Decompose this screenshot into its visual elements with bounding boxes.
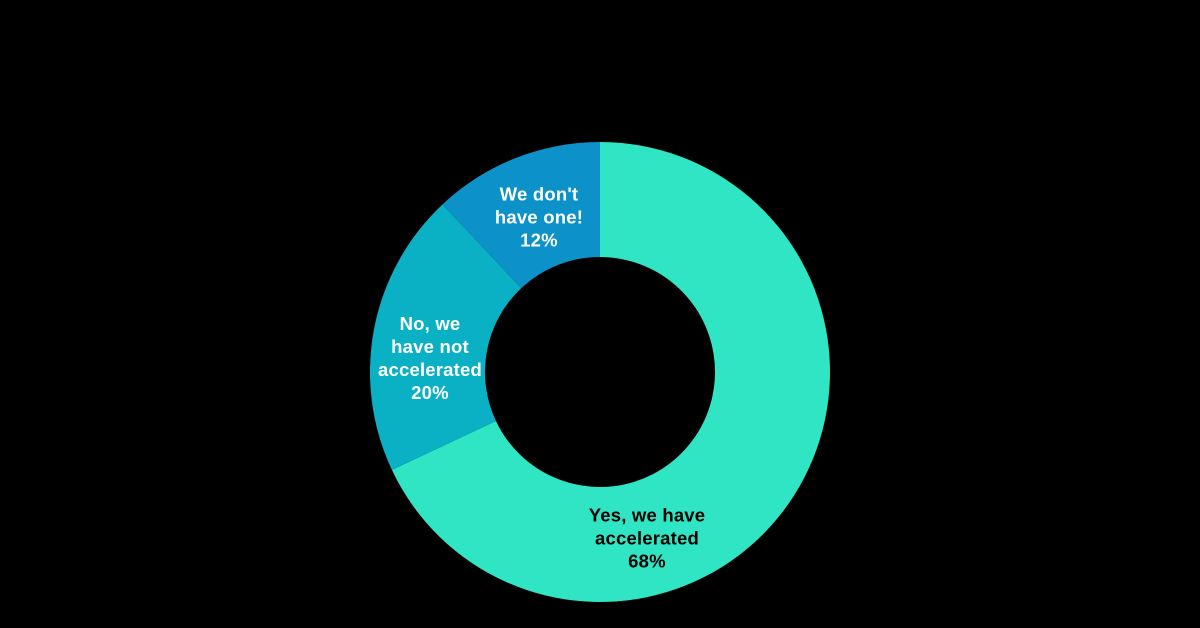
slice-label-yes-we-have-accelerated: Yes, we have accelerated 68% xyxy=(588,504,706,572)
donut-slice-1 xyxy=(370,204,522,470)
slice-label-no-we-have-not-accelerated: No, we have not accelerated 20% xyxy=(377,313,483,403)
slice-label-we-dont-have-one: We don't have one! 12% xyxy=(494,183,584,251)
donut-slice-0 xyxy=(391,142,830,602)
donut-slice-2 xyxy=(442,142,600,289)
